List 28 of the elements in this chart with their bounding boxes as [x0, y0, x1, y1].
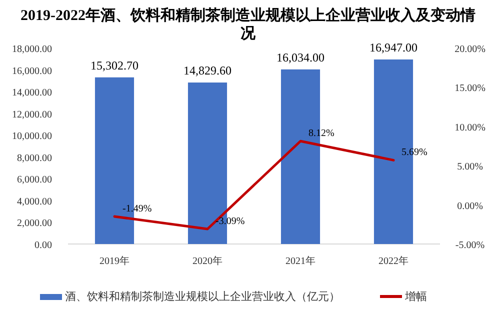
- data-label: 16,034.00: [276, 50, 324, 64]
- y-tick-label: 2,000.00: [17, 218, 52, 230]
- y-tick-label: 14,000.00: [12, 88, 52, 99]
- y2-tick-label: 20.00%: [454, 44, 486, 55]
- y-tick-label: 0.00: [34, 240, 52, 251]
- y-tick-label: 18,000.00: [12, 44, 52, 55]
- data-label: 16,947.00: [370, 40, 418, 54]
- x-tick-label: 2019年: [100, 255, 130, 267]
- x-tick-label: 2022年: [378, 255, 408, 267]
- y-tick-label: 16,000.00: [12, 66, 52, 77]
- chart-title: 2019-2022年酒、饮料和精制茶制造业规模以上企业营业收入及变动情况: [20, 6, 476, 42]
- line-series: [113, 140, 395, 230]
- y-tick-label: 10,000.00: [12, 131, 52, 142]
- x-tick-label: 2020年: [192, 255, 222, 267]
- y-tick-label: 4,000.00: [17, 196, 52, 208]
- y2-tick-label: 10.00%: [454, 122, 486, 134]
- y2-tick-label: 15.00%: [454, 83, 486, 94]
- y2-tick-label: 0.00%: [457, 200, 483, 212]
- legend-label: 酒、饮料和精制茶制造业规模以上企业营业收入（亿元）: [65, 290, 340, 303]
- x-tick-label: 2021年: [286, 255, 316, 267]
- y2-tick-label: 5.00%: [457, 162, 483, 173]
- legend-label: 增幅: [404, 291, 427, 303]
- y-tick-label: 8,000.00: [17, 152, 52, 164]
- y-tick-label: 12,000.00: [12, 109, 52, 120]
- y-tick-label: 6,000.00: [17, 174, 52, 186]
- data-label: 14,829.60: [184, 64, 232, 78]
- data-label: 15,302.70: [90, 58, 138, 72]
- y2-tick-label: -5.00%: [455, 240, 485, 251]
